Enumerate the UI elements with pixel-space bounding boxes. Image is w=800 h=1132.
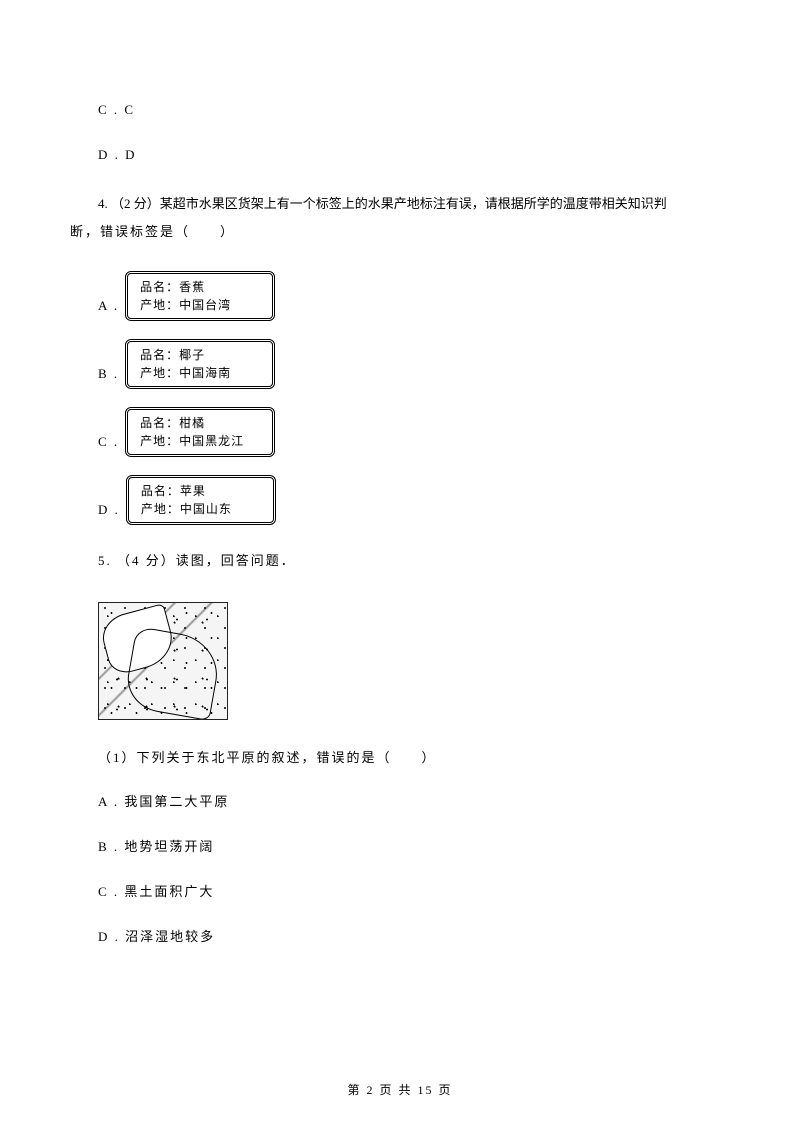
label-line: 品名：椰子 <box>140 346 260 364</box>
q4-stem-text-1: 某超市水果区货架上有一个标签上的水果产地标注有误，请根据所学的温度带相关知识判 <box>160 196 667 211</box>
label-line: 产地：中国海南 <box>140 364 260 382</box>
option-letter: C . <box>98 432 119 457</box>
map-figure <box>98 602 228 720</box>
q5-option-a: A . 我国第二大平原 <box>70 792 730 813</box>
label-line: 品名：柑橘 <box>140 414 260 432</box>
q5-option-d: D . 沼泽湿地较多 <box>70 927 730 948</box>
q4-option-b: B . 品名：椰子 产地：中国海南 <box>70 339 730 389</box>
product-label-d: 品名：苹果 产地：中国山东 <box>126 475 276 525</box>
q4-stem-text-2: 断，错误标签是（ ） <box>70 218 730 247</box>
product-label-b: 品名：椰子 产地：中国海南 <box>125 339 275 389</box>
q5-option-b: B . 地势坦荡开阔 <box>70 837 730 858</box>
label-line: 产地：中国山东 <box>141 500 261 518</box>
q4-option-c: C . 品名：柑橘 产地：中国黑龙江 <box>70 407 730 457</box>
product-label-a: 品名：香蕉 产地：中国台湾 <box>125 271 275 321</box>
label-line: 产地：中国黑龙江 <box>140 432 260 450</box>
q3-option-c: C . C <box>70 100 730 121</box>
exam-page: C . C D . D 4. （2 分）某超市水果区货架上有一个标签上的水果产地… <box>0 0 800 1032</box>
q5-header: 5. （4 分）读图，回答问题． <box>70 551 730 572</box>
q4-number: 4. <box>98 196 108 211</box>
label-line: 产地：中国台湾 <box>140 296 260 314</box>
q4-points: （2 分） <box>111 196 160 211</box>
option-letter: A . <box>98 296 119 321</box>
page-footer: 第 2 页 共 15 页 <box>0 1081 800 1100</box>
q4-option-d: D . 品名：苹果 产地：中国山东 <box>70 475 730 525</box>
product-label-c: 品名：柑橘 产地：中国黑龙江 <box>125 407 275 457</box>
q3-option-d: D . D <box>70 145 730 166</box>
q5-option-c: C . 黑土面积广大 <box>70 882 730 903</box>
q5-sub1-stem: （1）下列关于东北平原的叙述，错误的是（ ） <box>70 748 730 769</box>
label-line: 品名：苹果 <box>141 482 261 500</box>
option-letter: B . <box>98 364 119 389</box>
q4-stem: 4. （2 分）某超市水果区货架上有一个标签上的水果产地标注有误，请根据所学的温… <box>70 190 730 247</box>
q4-option-a: A . 品名：香蕉 产地：中国台湾 <box>70 271 730 321</box>
option-letter: D . <box>98 500 120 525</box>
label-line: 品名：香蕉 <box>140 278 260 296</box>
